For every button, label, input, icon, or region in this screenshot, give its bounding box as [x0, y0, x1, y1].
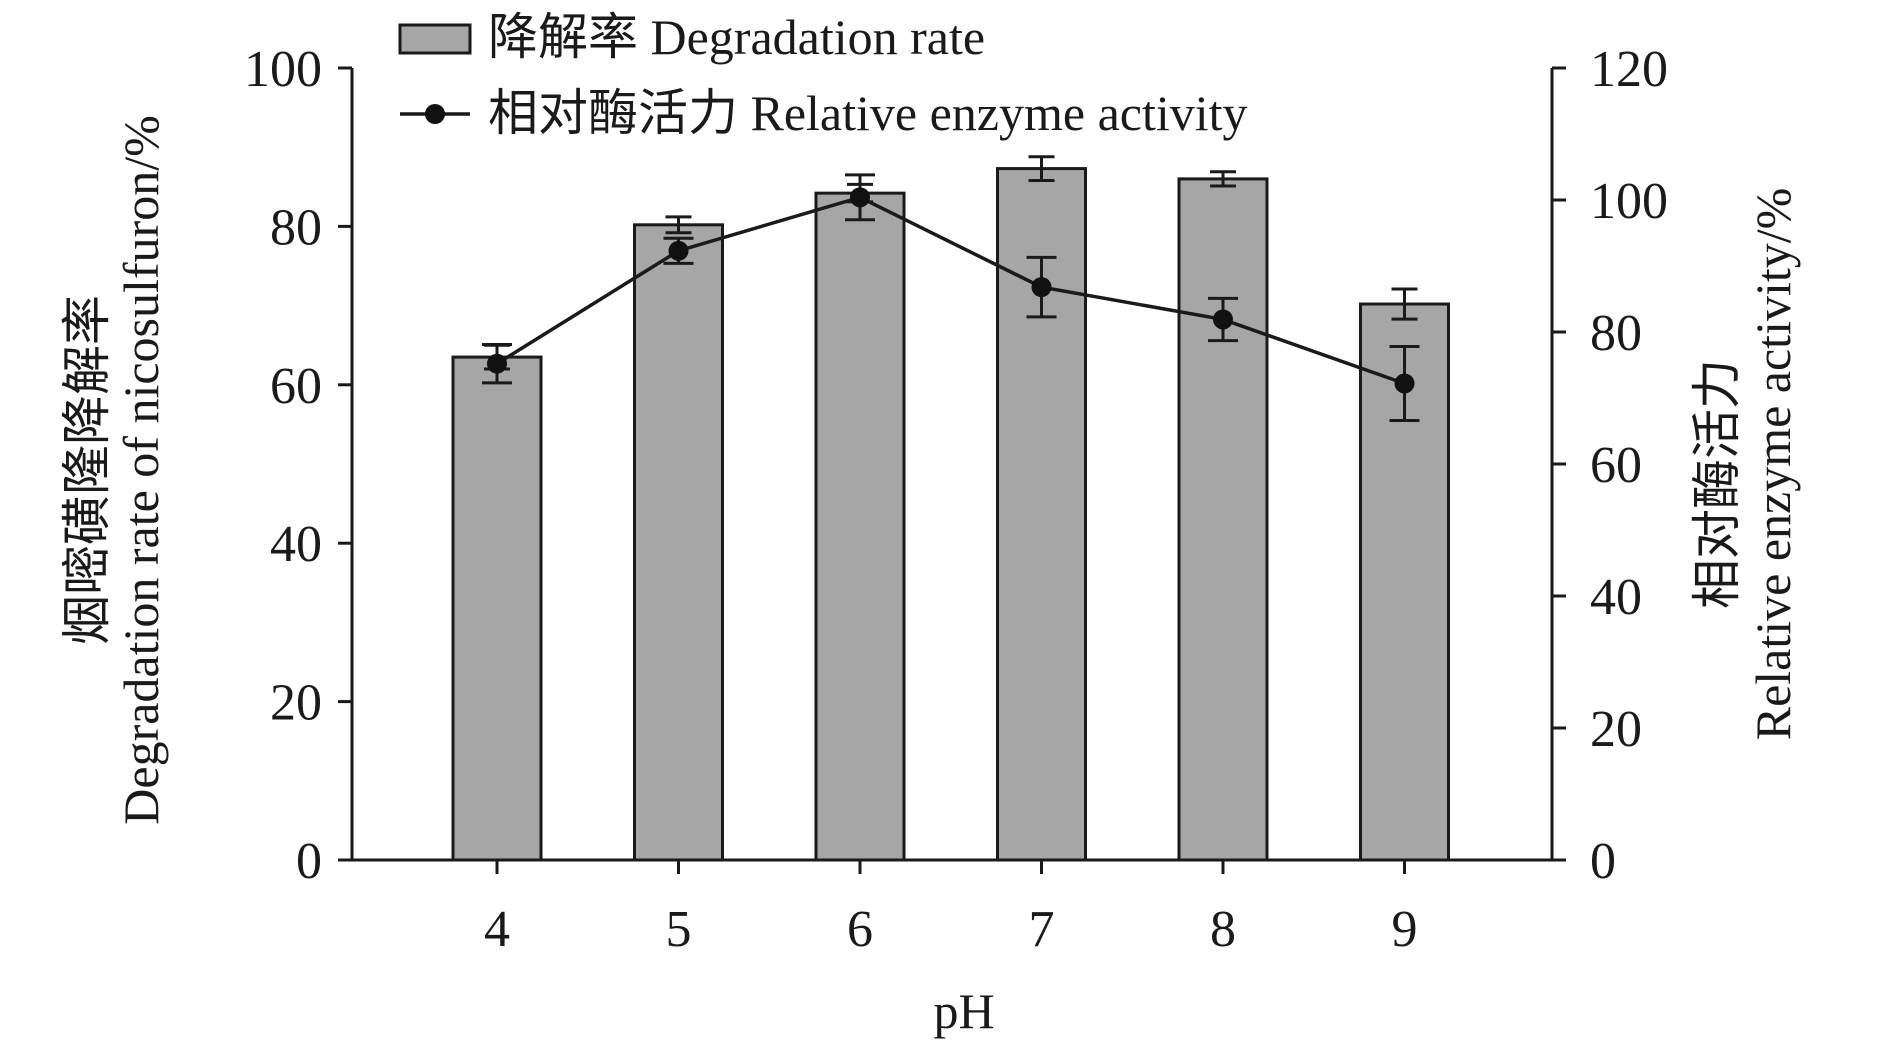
y-left-label-cn: 烟嘧磺隆降解率	[59, 295, 115, 645]
x-tick-label: 4	[484, 901, 510, 958]
x-tick-label: 9	[1392, 901, 1418, 958]
bar-4	[451, 355, 543, 862]
relative-activity-line	[496, 195, 1406, 386]
legend-line-marker	[425, 104, 445, 124]
bar-error-8	[1210, 170, 1236, 188]
x-tick-label: 5	[666, 901, 692, 958]
line-series-layer	[482, 173, 1420, 422]
y-left-tick-label: 0	[296, 833, 322, 890]
x-tick-label: 7	[1029, 901, 1055, 958]
y-right-tick-label: 100	[1590, 173, 1668, 230]
y-left-tick-label: 20	[270, 675, 322, 732]
bar-error-7	[1028, 155, 1055, 182]
bar-8	[1177, 177, 1269, 862]
y-right-axis-label: 相对酶活力 Relative enzyme activity/%	[1689, 188, 1801, 741]
y-left-tick-label: 100	[244, 41, 322, 98]
legend-item-bar: 降解率 Degradation rate	[398, 9, 985, 65]
y-right-tick-label: 120	[1590, 41, 1668, 98]
y-left-tick-label: 40	[270, 516, 322, 573]
y-left-tick-label: 60	[270, 358, 322, 415]
point-8	[1213, 309, 1233, 330]
bar-error-5	[665, 215, 692, 235]
point-5	[668, 240, 689, 261]
y-left-tick-label: 80	[270, 199, 322, 256]
point-6	[850, 187, 870, 208]
bar-5	[633, 223, 724, 862]
bar-6	[814, 191, 906, 862]
legend-line-label: 相对酶活力 Relative enzyme activity	[488, 85, 1248, 141]
y-right-tick-label: 40	[1590, 569, 1642, 626]
legend-item-line: 相对酶活力 Relative enzyme activity	[400, 85, 1248, 141]
x-tick-label: 6	[847, 901, 873, 958]
point-4	[487, 353, 507, 374]
bar-error-9	[1391, 287, 1418, 321]
x-axis-label: pH	[933, 983, 994, 1039]
legend-bar-label: 降解率 Degradation rate	[488, 9, 985, 65]
y-right-label-en: Relative enzyme activity/%	[1745, 188, 1801, 741]
y-right-tick-label: 80	[1590, 305, 1642, 362]
y-right-tick-label: 0	[1590, 833, 1616, 890]
point-7	[1031, 277, 1052, 298]
bars-layer	[451, 167, 1450, 862]
y-left-label-en: Degradation rate of nicosulfuron/%	[113, 115, 169, 824]
y-right-tick-label: 20	[1590, 701, 1642, 758]
y-right-label-cn: 相对酶活力	[1689, 359, 1745, 609]
point-9	[1394, 373, 1415, 394]
legend: 降解率 Degradation rate 相对酶活力 Relative enzym…	[398, 9, 1248, 141]
axes-layer	[338, 66, 1566, 874]
y-right-tick-label: 60	[1590, 437, 1642, 494]
x-tick-label: 8	[1210, 901, 1236, 958]
labels-layer: 0 20 40 60 80 100 0 20 40 60 80 100 120 4 5 6 7 8 9 pH 烟嘧磺隆降…	[59, 41, 1801, 1039]
legend-bar-swatch	[398, 23, 472, 55]
